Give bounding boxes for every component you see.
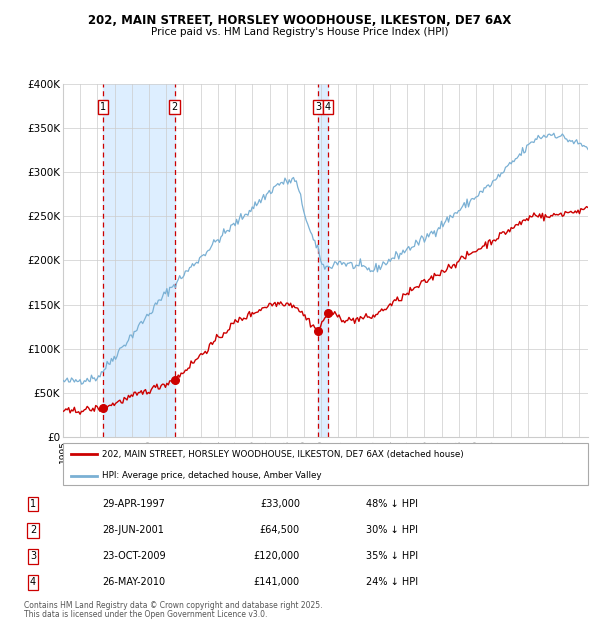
Text: 35% ↓ HPI: 35% ↓ HPI	[366, 551, 418, 561]
Bar	[103, 84, 175, 437]
Text: 30% ↓ HPI: 30% ↓ HPI	[366, 525, 418, 535]
Text: This data is licensed under the Open Government Licence v3.0.: This data is licensed under the Open Gov…	[24, 610, 268, 619]
Text: 26-MAY-2010: 26-MAY-2010	[102, 577, 165, 587]
Text: 202, MAIN STREET, HORSLEY WOODHOUSE, ILKESTON, DE7 6AX: 202, MAIN STREET, HORSLEY WOODHOUSE, ILK…	[88, 14, 512, 27]
Text: 3: 3	[315, 102, 321, 112]
Text: 24% ↓ HPI: 24% ↓ HPI	[366, 577, 418, 587]
Text: £64,500: £64,500	[260, 525, 300, 535]
Text: 48% ↓ HPI: 48% ↓ HPI	[366, 499, 418, 509]
Text: 4: 4	[30, 577, 36, 587]
Bar	[318, 84, 328, 437]
Text: Price paid vs. HM Land Registry's House Price Index (HPI): Price paid vs. HM Land Registry's House …	[151, 27, 449, 37]
Text: £141,000: £141,000	[254, 577, 300, 587]
Text: 1: 1	[30, 499, 36, 509]
Text: 2: 2	[30, 525, 36, 535]
Text: 1: 1	[100, 102, 106, 112]
Text: 23-OCT-2009: 23-OCT-2009	[102, 551, 166, 561]
FancyBboxPatch shape	[63, 443, 588, 485]
Text: £33,000: £33,000	[260, 499, 300, 509]
Text: 28-JUN-2001: 28-JUN-2001	[102, 525, 164, 535]
Text: HPI: Average price, detached house, Amber Valley: HPI: Average price, detached house, Ambe…	[103, 471, 322, 480]
Text: 29-APR-1997: 29-APR-1997	[102, 499, 165, 509]
Text: £120,000: £120,000	[254, 551, 300, 561]
Text: 2: 2	[172, 102, 178, 112]
Text: Contains HM Land Registry data © Crown copyright and database right 2025.: Contains HM Land Registry data © Crown c…	[24, 601, 323, 611]
Text: 4: 4	[325, 102, 331, 112]
Text: 202, MAIN STREET, HORSLEY WOODHOUSE, ILKESTON, DE7 6AX (detached house): 202, MAIN STREET, HORSLEY WOODHOUSE, ILK…	[103, 450, 464, 459]
Text: 3: 3	[30, 551, 36, 561]
